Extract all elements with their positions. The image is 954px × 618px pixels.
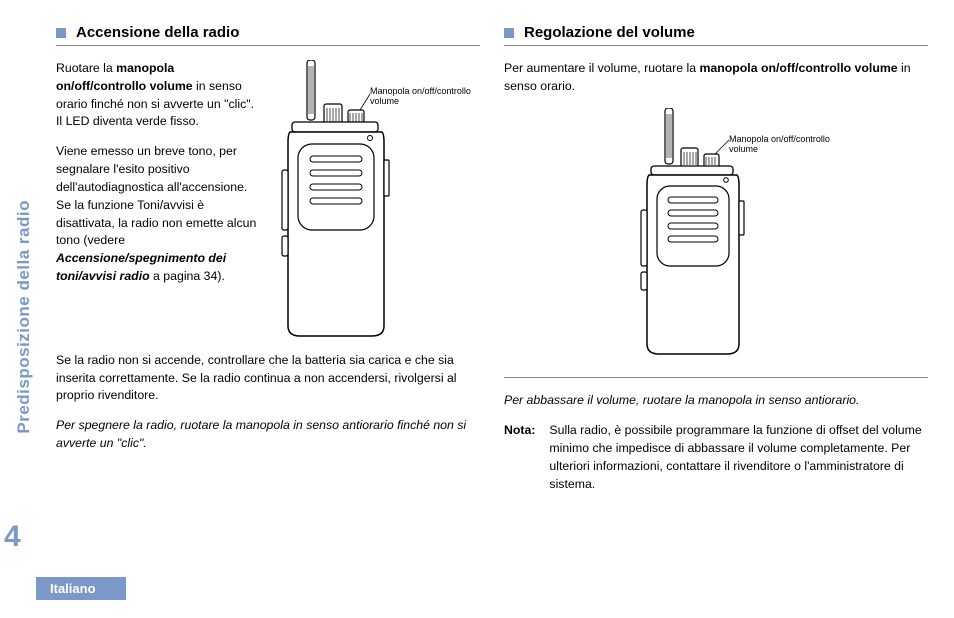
text: Per aumentare il volume, ruotare la (504, 61, 699, 75)
knob-label-left: Manopola on/off/controllo volume (370, 86, 480, 107)
radio-figure-left: Manopola on/off/controllo volume (270, 60, 480, 346)
text: Ruotare la (56, 61, 116, 75)
section-heading-right: Regolazione del volume (504, 24, 928, 41)
note-label: Nota: (504, 422, 535, 493)
heading-rule (56, 45, 480, 46)
section-heading-left: Accensione della radio (56, 24, 480, 41)
text-bold: manopola on/off/controllo volume (699, 61, 897, 75)
heading-text-left: Accensione della radio (76, 24, 239, 41)
right-para-2: Per abbassare il volume, ruotare la mano… (504, 392, 928, 410)
heading-bullet-icon (56, 28, 66, 38)
side-tab-label: Predisposizione della radio (14, 0, 34, 200)
left-column: Accensione della radio Manopola on/off/c… (56, 24, 480, 506)
page-number: 4 (4, 520, 21, 554)
left-para-4: Per spegnere la radio, ruotare la manopo… (56, 417, 480, 453)
page-content: Accensione della radio Manopola on/off/c… (56, 24, 936, 506)
text: a pagina 34). (150, 269, 225, 283)
knob-label-right: Manopola on/off/controllo volume (729, 134, 839, 155)
text: Viene emesso un breve tono, per segnalar… (56, 144, 256, 247)
radio-figure-right: Manopola on/off/controllo volume (611, 108, 821, 364)
right-body: Per aumentare il volume, ruotare la mano… (504, 60, 928, 494)
heading-rule (504, 45, 928, 46)
right-para-1: Per aumentare il volume, ruotare la mano… (504, 60, 928, 96)
heading-bullet-icon (504, 28, 514, 38)
left-para-3: Se la radio non si accende, controllare … (56, 352, 480, 405)
language-badge: Italiano (36, 577, 126, 600)
note-text: Sulla radio, è possibile programmare la … (549, 422, 928, 493)
right-column: Regolazione del volume Per aumentare il … (504, 24, 928, 506)
divider-rule (504, 377, 928, 378)
note-block: Nota: Sulla radio, è possibile programma… (504, 422, 928, 493)
heading-text-right: Regolazione del volume (524, 24, 695, 41)
left-body: Manopola on/off/controllo volume (56, 60, 480, 453)
side-tab-text: Predisposizione della radio (14, 200, 34, 434)
